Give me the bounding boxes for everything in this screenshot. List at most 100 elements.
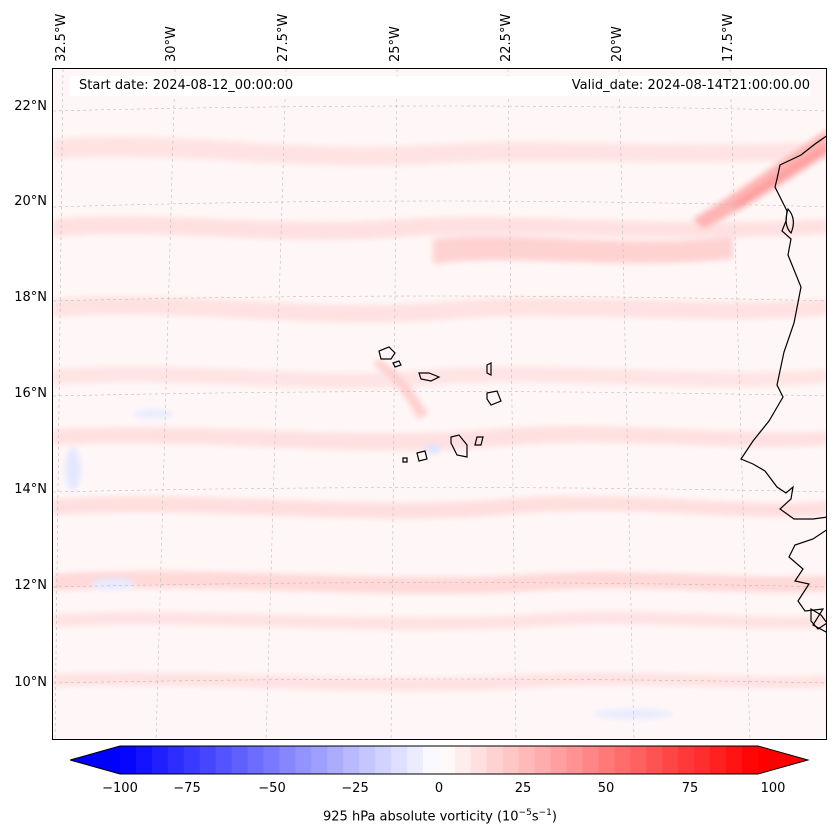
latitude-label: 16°N xyxy=(14,386,47,401)
vorticity-band xyxy=(53,136,826,166)
latitude-label: 18°N xyxy=(14,290,47,305)
vorticity-negative-patch xyxy=(593,709,673,719)
info-strip xyxy=(70,76,810,96)
vorticity-max-band xyxy=(733,145,826,209)
colorbar-cell xyxy=(183,746,201,774)
colorbar-cell xyxy=(167,746,185,774)
colorbar-tick-label: 0 xyxy=(434,781,444,796)
vorticity-band xyxy=(53,611,826,631)
colorbar-cell xyxy=(566,746,584,774)
vorticity-band xyxy=(433,236,733,264)
colorbar-cell xyxy=(391,746,408,774)
maio xyxy=(474,436,484,446)
bissagos-islands xyxy=(810,607,826,630)
colorbar-outline xyxy=(70,745,810,775)
colorbar-cell xyxy=(231,746,249,774)
colorbar-extend-max xyxy=(758,746,808,774)
colorbar-cell xyxy=(343,746,360,774)
brava xyxy=(402,457,408,463)
colorbar-cell xyxy=(327,746,344,774)
colorbar-tick-label: 100 xyxy=(760,781,786,796)
longitude-label: 17.5°W xyxy=(721,13,736,62)
colorbar-cell xyxy=(646,746,663,774)
vorticity-max-band xyxy=(373,359,428,419)
vorticity-band xyxy=(53,425,826,451)
colorbar-cell xyxy=(486,746,504,774)
longitude-label: 20°W xyxy=(610,26,625,62)
fogo xyxy=(416,450,428,462)
latitude-label: 12°N xyxy=(14,578,47,593)
start-date-label: Start date: 2024-08-12_00:00:00 xyxy=(79,78,294,93)
colorbar-cell xyxy=(359,746,376,774)
latitude-label: 22°N xyxy=(14,99,47,114)
colorbar-cell xyxy=(423,746,440,774)
colorbar-cell xyxy=(407,746,424,774)
colorbar-tick-label: −75 xyxy=(173,781,201,796)
sao-vicente xyxy=(392,360,402,368)
colorbar-cell xyxy=(470,746,488,774)
colorbar-tick-label: 50 xyxy=(597,781,615,796)
sal xyxy=(486,362,492,376)
colorbar-tick-label: 25 xyxy=(514,781,532,796)
colorbar-cell xyxy=(662,746,679,774)
colorbar-tick-label: −25 xyxy=(341,781,369,796)
colorbar-cell xyxy=(454,746,472,774)
colorbar-cell xyxy=(135,746,153,774)
vorticity-band xyxy=(53,496,826,519)
santo-antao xyxy=(378,346,396,360)
banc-d-arguin xyxy=(785,207,794,235)
vorticity-band xyxy=(53,366,826,389)
sao-nicolau xyxy=(418,372,441,382)
latitude-label: 10°N xyxy=(14,675,47,690)
colorbar-extend-min xyxy=(70,746,120,774)
colorbar-cell xyxy=(151,746,169,774)
colorbar-cell xyxy=(518,746,536,774)
colorbar-label-prefix: 925 hPa absolute vorticity (10 xyxy=(323,809,519,825)
colorbar-tick-label: −50 xyxy=(258,781,286,796)
colorbar-cell xyxy=(215,746,233,774)
latitude-label: 20°N xyxy=(14,194,47,209)
vorticity-negative-patch xyxy=(91,578,135,590)
colorbar-label-suffix: ) xyxy=(551,809,557,825)
colorbar-cell xyxy=(694,746,711,774)
valid-date-label: Valid_date: 2024-08-14T21:00:00.00 xyxy=(571,78,810,93)
longitude-label: 22.5°W xyxy=(499,13,514,62)
colorbar-cell xyxy=(678,746,695,774)
longitude-label: 27.5°W xyxy=(276,13,291,62)
boa-vista xyxy=(486,390,502,406)
colorbar-cell xyxy=(120,746,137,774)
colorbar-cell xyxy=(247,746,265,774)
colorbar-cell xyxy=(375,746,392,774)
vorticity-negative-patch xyxy=(425,444,441,454)
vorticity-bands xyxy=(53,130,826,719)
colorbar-cell xyxy=(534,746,552,774)
vorticity-band xyxy=(53,296,826,323)
africa-coastline-south xyxy=(788,529,826,633)
colorbar-cells xyxy=(70,746,808,774)
colorbar-cell xyxy=(614,746,631,774)
colorbar-cell xyxy=(263,746,280,774)
coastlines xyxy=(378,135,826,633)
colorbar-label-exponent: −5 xyxy=(518,808,532,818)
graticule xyxy=(53,69,826,739)
colorbar-tick-label: 75 xyxy=(681,781,699,796)
colorbar xyxy=(70,745,810,775)
vorticity-negative-patch xyxy=(133,409,173,419)
colorbar-label: 925 hPa absolute vorticity (10−5s−1) xyxy=(323,808,557,824)
colorbar-cell xyxy=(311,746,328,774)
colorbar-cell xyxy=(630,746,647,774)
colorbar-cell xyxy=(742,746,759,774)
longitude-label: 25°W xyxy=(388,26,403,62)
colorbar-cell xyxy=(550,746,568,774)
vorticity-negative-patch xyxy=(65,447,81,491)
colorbar-cell xyxy=(295,746,312,774)
longitude-label: 32.5°W xyxy=(54,13,69,62)
colorbar-cell xyxy=(710,746,727,774)
colorbar-cell xyxy=(726,746,743,774)
colorbar-cell xyxy=(279,746,296,774)
colorbar-label-unit: s xyxy=(531,809,539,825)
colorbar-cell xyxy=(439,746,456,774)
colorbar-tick-label: −100 xyxy=(102,781,138,796)
colorbar-cell xyxy=(199,746,217,774)
latitude-label: 14°N xyxy=(14,482,47,497)
